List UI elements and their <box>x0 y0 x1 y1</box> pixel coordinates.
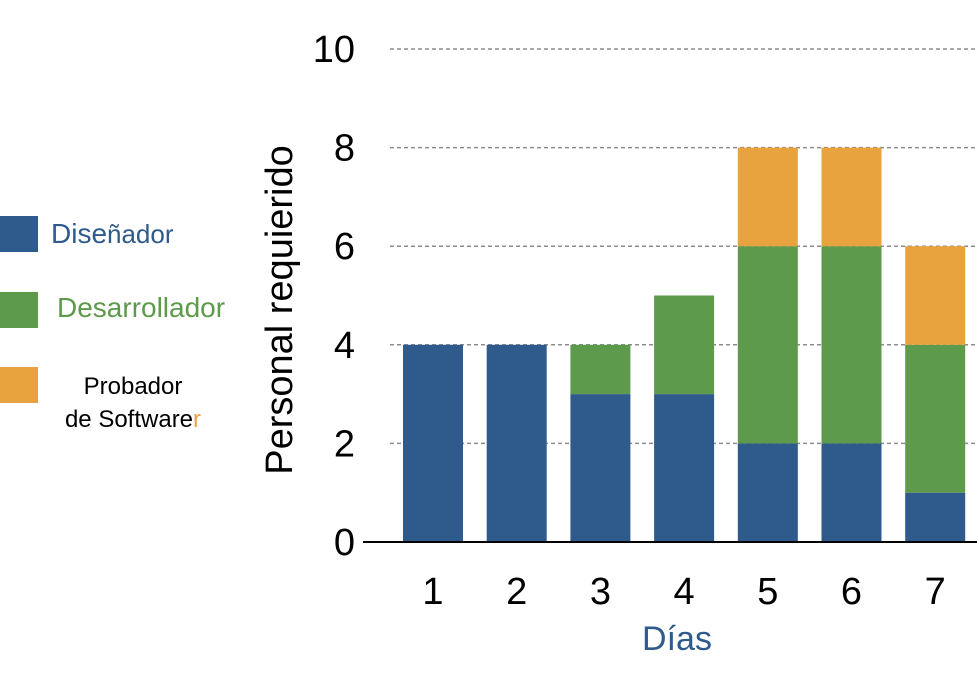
x-tick-label: 1 <box>422 571 443 613</box>
y-tick-label: 8 <box>334 128 355 170</box>
legend-label-probador-line1: Probador <box>83 373 183 400</box>
bar-4-series-2 <box>654 295 715 395</box>
bar-5-series-2 <box>737 246 798 444</box>
bar-5-series-1 <box>737 443 798 542</box>
bar-5-series-3 <box>737 147 798 247</box>
x-tick-label: 4 <box>674 571 695 613</box>
bar-6-series-3 <box>821 147 882 247</box>
legend-label-disenador: Diseñador <box>51 218 174 250</box>
legend-label-disenador-part2: ñador <box>107 219 174 249</box>
y-tick-label: 6 <box>334 226 355 268</box>
bar-6-series-1 <box>821 443 882 542</box>
bar-7-series-2 <box>905 344 966 493</box>
legend-label-probador: Probador de Softwarer <box>48 370 218 436</box>
x-axis-label: Días <box>642 620 712 658</box>
y-axis-label: Personal requierido <box>259 145 301 475</box>
y-tick-label: 10 <box>313 29 355 71</box>
x-tick-labels: 1 2 3 4 5 6 7 <box>422 571 945 613</box>
x-tick-label: 7 <box>925 571 946 613</box>
bar-4-series-1 <box>654 394 715 542</box>
bar-1-series-1 <box>403 344 463 542</box>
x-tick-label: 2 <box>506 571 527 613</box>
legend-label-probador-line2-main: de Software <box>64 406 194 433</box>
bars <box>403 147 966 542</box>
legend-swatch-probador <box>0 367 38 403</box>
bar-3-series-1 <box>570 394 631 542</box>
bar-2-series-1 <box>486 344 547 542</box>
bar-7-series-3 <box>905 246 966 345</box>
legend-label-desarrollador: Desarrollador <box>57 292 226 323</box>
legend-label-probador-line2: de Softwarer <box>48 403 218 436</box>
legend-label-probador-line2-accent: r <box>193 406 202 433</box>
legend-swatch-desarrollador <box>0 292 38 328</box>
x-tick-label: 3 <box>590 571 611 613</box>
y-tick-label: 0 <box>334 522 355 564</box>
x-tick-label: 5 <box>757 571 778 613</box>
y-tick-label: 2 <box>334 423 355 465</box>
x-tick-label: 6 <box>841 571 862 613</box>
bar-3-series-2 <box>570 344 631 395</box>
bar-6-series-2 <box>821 246 882 444</box>
y-tick-label: 4 <box>334 325 355 367</box>
legend-label-disenador-part1: Dise <box>51 218 108 249</box>
bar-7-series-1 <box>905 492 966 542</box>
y-tick-labels: 0 2 4 6 8 10 <box>313 29 355 564</box>
legend-swatch-disenador <box>0 216 38 252</box>
